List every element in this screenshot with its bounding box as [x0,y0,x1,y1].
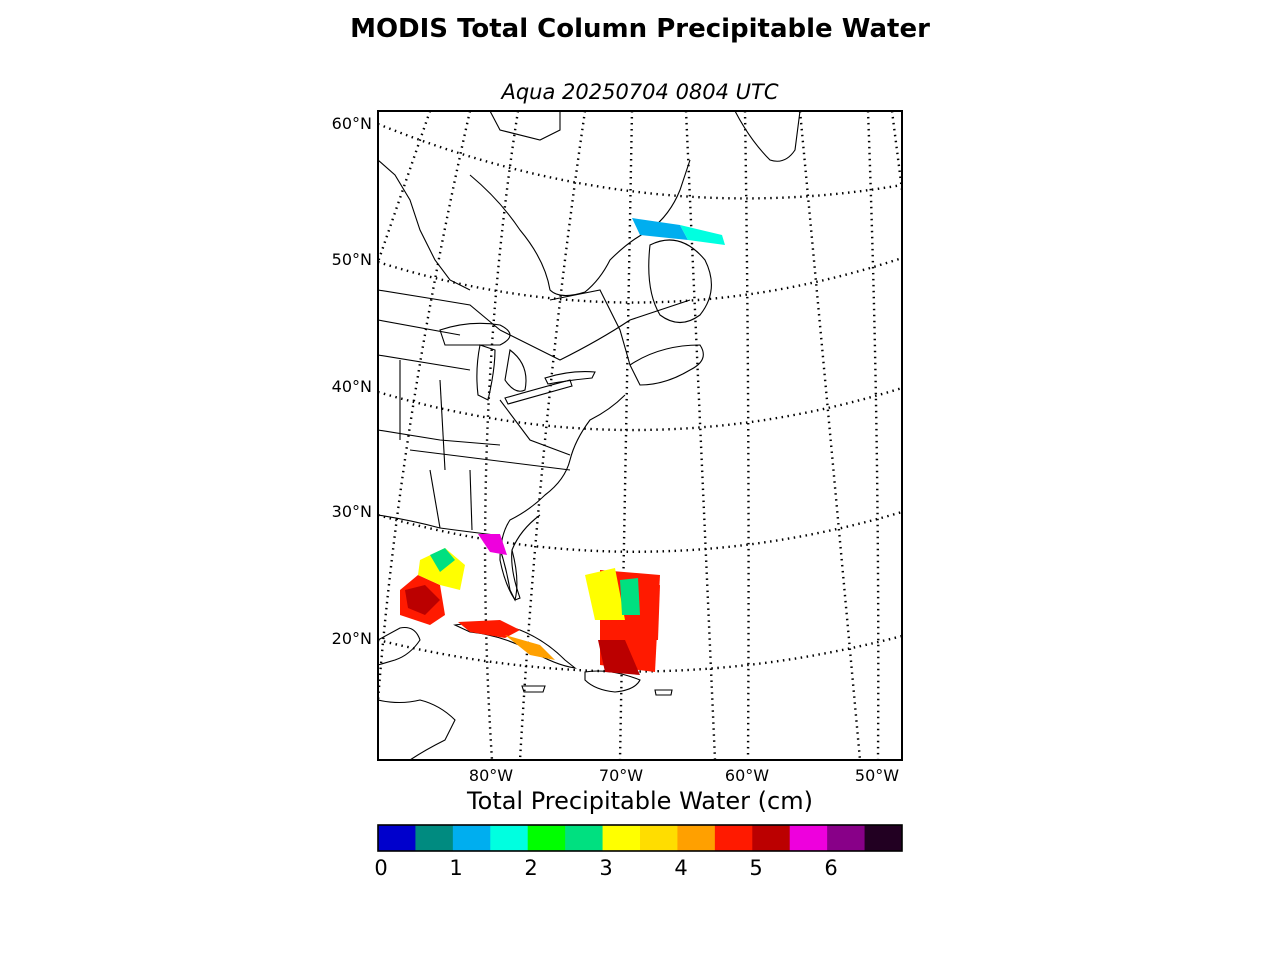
st-lawrence [499,299,691,361]
pw-swaths [400,218,725,675]
colorbar-segment [864,825,903,851]
state-line-3 [378,429,501,446]
hudson-bay-east [378,159,471,291]
state-line-1 [378,319,461,336]
lat-line-60 [378,122,902,200]
great-lakes-ontario [544,371,596,385]
swath-cuba-red [458,620,520,638]
lat-label-60: 60°N [331,114,372,133]
colorbar-segment [789,825,828,851]
swath-florida-magenta [478,534,507,555]
colorbar-frame [377,824,903,852]
state-line-4 [409,449,571,471]
map-subtitle: Aqua 20250704 0804 UTC [501,80,779,104]
canada-border [378,289,501,331]
baffin-island [489,111,561,141]
swath-atlantic-green [620,578,640,615]
colorbar-tick-2: 2 [524,856,538,880]
colorbar-segment [677,825,716,851]
colorbar-segment [378,825,416,851]
lat-line-40 [378,386,902,432]
colorbar-tick-5: 5 [749,856,763,880]
map-area [378,111,902,760]
colorbar-segment [827,825,866,851]
newfoundland [648,239,712,324]
greenland-coast [734,111,801,162]
lon-label-50w: 50°W [854,766,900,785]
great-lakes-michigan [476,344,496,401]
swath-gulf-green [430,548,455,572]
colorbar-segment [602,825,641,851]
jamaica [521,685,546,693]
lon-label-60w: 60°W [724,766,770,785]
state-line-8 [439,379,446,471]
lon-label-70w: 70°W [598,766,644,785]
central-america [378,699,456,760]
colorbar-segment [640,825,678,851]
swath-labrador-2 [680,225,725,245]
great-lakes-erie [504,379,573,405]
lon-line-85 [378,111,472,701]
puerto-rico [654,689,673,696]
lat-label-20: 20°N [331,629,372,648]
colorbar-tick-6: 6 [824,856,838,880]
lon-line-65 [684,111,717,760]
colorbar-segment [565,825,604,851]
colorbar-tick-0: 0 [374,856,388,880]
nova-scotia [629,344,704,386]
swath-atlantic-orange [640,585,660,640]
colorbar-segment [415,825,454,851]
map-frame [377,110,903,761]
colorbar-segment [452,825,491,851]
swath-gulf-mexico-dark [405,585,440,615]
swath-atlantic-dark [598,640,640,675]
coastlines [378,111,801,760]
lon-line-60 [743,111,750,760]
great-lakes-huron [504,349,527,392]
colorbar-segment [527,825,566,851]
lon-label-80w: 80°W [468,766,514,785]
colorbar-tick-3: 3 [599,856,613,880]
swath-labrador-1 [632,218,688,240]
state-line-6 [469,469,473,531]
colorbar-segment [490,825,529,851]
lat-line-20 [378,634,902,673]
swath-cuba-orange [505,635,555,660]
colorbar-title: Total Precipitable Water (cm) [467,787,813,815]
colorbar-segment [714,825,753,851]
lat-label-30: 30°N [331,502,372,521]
colorbar-tick-4: 4 [674,856,688,880]
colorbar-segment [752,825,791,851]
lat-label-40: 40°N [331,377,372,396]
map-title: MODIS Total Column Precipitable Water [350,14,930,44]
lat-line-50 [378,256,902,304]
colorbar [378,825,903,851]
colorbar-tick-1: 1 [449,856,463,880]
state-line-2 [378,354,471,371]
lat-line-30 [378,510,902,553]
quebec-border [549,289,631,366]
swath-atlantic-yellow [585,568,625,620]
mexico-yucatan [378,626,421,666]
lon-line-45 [890,111,902,191]
lon-line-55 [798,111,862,760]
lon-line-80 [483,111,520,760]
great-lakes-superior [439,322,511,346]
lon-line-90 [378,111,432,263]
lon-line-75 [518,111,587,760]
lon-line-50 [866,111,880,760]
state-line-9 [499,399,571,456]
us-east-coast [499,394,626,601]
state-line-5 [429,469,441,529]
lat-label-50: 50°N [331,250,372,269]
